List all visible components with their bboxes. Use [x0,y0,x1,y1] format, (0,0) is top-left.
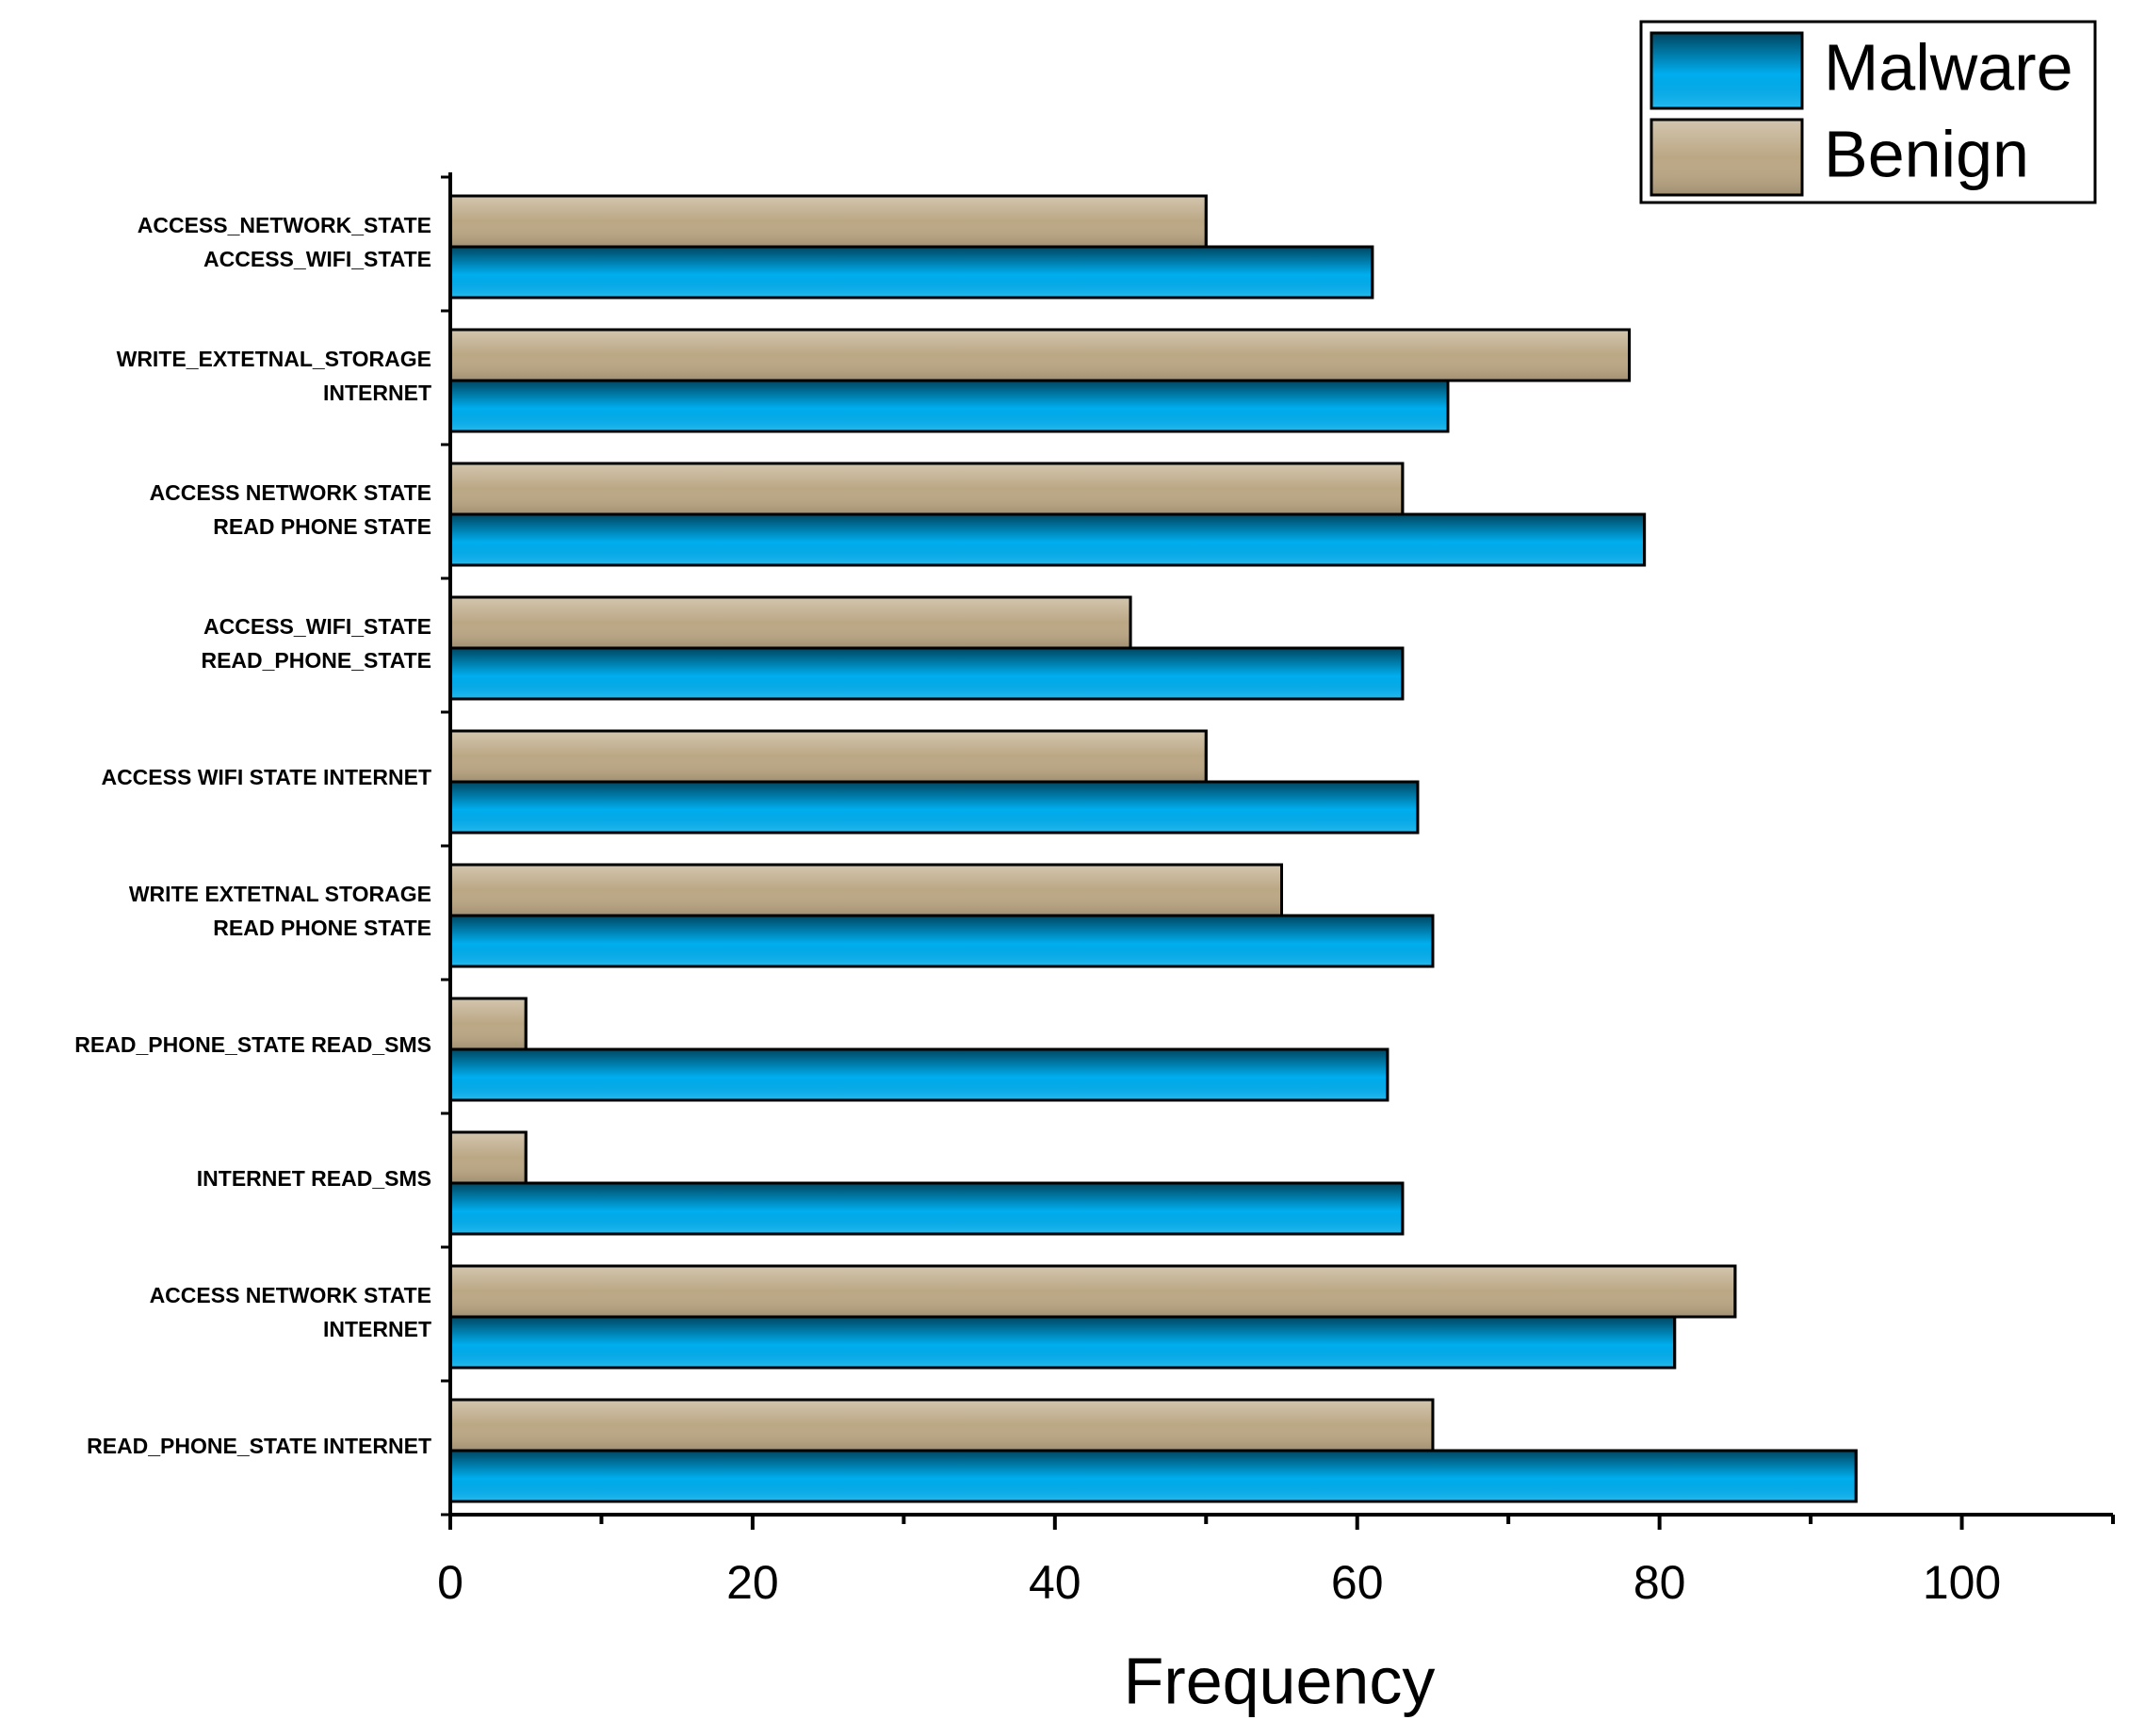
y-tick-label: ACCESS_WIFI_STATE [203,614,431,639]
bar-shade [448,462,1405,516]
bar-shade [448,595,1132,650]
bar-shade [448,1449,1858,1503]
bar-shade [448,194,1208,249]
bar-shade [448,914,1435,968]
y-tick-label: ACCESS WIFI STATE INTERNET [101,765,431,789]
bar-shade [448,512,1647,567]
y-tick-label: INTERNET READ_SMS [197,1166,431,1191]
legend-label: Benign [1824,117,2029,190]
y-tick-label: ACCESS_NETWORK_STATE [138,213,431,237]
y-tick-label: ACCESS_WIFI_STATE [203,247,431,271]
bar-shade [448,1047,1390,1102]
x-tick-label: 60 [1331,1556,1384,1609]
bar-shade [448,863,1283,917]
bar-shade [448,328,1632,382]
bar-shade [448,729,1208,784]
bar-shade [448,245,1374,300]
x-tick-label: 80 [1633,1556,1686,1609]
y-tick-label: INTERNET [323,381,431,405]
legend-swatch-shade [1650,31,1804,110]
bar-shade [448,1181,1405,1236]
bar-shade [448,1264,1737,1319]
bar-shade [448,379,1450,433]
y-tick-label: ACCESS NETWORK STATE [150,480,431,505]
y-tick-label: ACCESS NETWORK STATE [150,1283,431,1307]
y-tick-label: READ_PHONE_STATE INTERNET [87,1434,431,1458]
y-tick-label: READ PHONE STATE [213,514,431,539]
x-axis-title: Frequency [1124,1644,1436,1717]
y-tick-label: READ PHONE STATE [213,916,431,940]
x-tick-label: 40 [1029,1556,1081,1609]
y-tick-label: WRITE_EXTETNAL_STORAGE [117,347,431,371]
bar-shade [448,1130,528,1185]
y-tick-label: READ_PHONE_STATE READ_SMS [74,1032,431,1057]
x-tick-label: 0 [437,1556,463,1609]
bar-shade [448,997,528,1051]
y-tick-label: WRITE EXTETNAL STORAGE [129,882,431,906]
bar-shade [448,780,1420,835]
bar-shade [448,1315,1677,1370]
bar-shade [448,646,1405,701]
x-tick-label: 20 [726,1556,779,1609]
legend-swatch-shade [1650,118,1804,197]
y-tick-label: READ_PHONE_STATE [201,648,431,673]
legend-label: Malware [1824,30,2073,104]
bar-shade [448,1398,1435,1452]
x-tick-label: 100 [1923,1556,2001,1609]
y-tick-label: INTERNET [323,1317,431,1341]
